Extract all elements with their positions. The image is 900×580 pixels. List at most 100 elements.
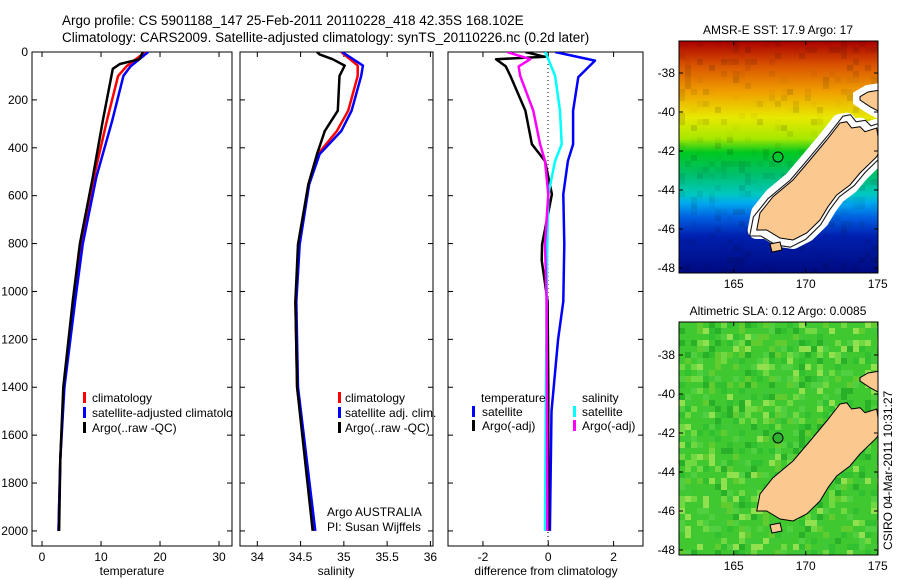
sst-cell: [793, 101, 799, 107]
sla-cell: [721, 478, 727, 484]
sla-cell: [703, 412, 709, 418]
sla-cell: [715, 352, 721, 358]
sla-cell: [853, 532, 859, 538]
sla-cell: [769, 532, 775, 538]
sla-cell: [739, 346, 745, 352]
x-tick-label: 36: [424, 550, 438, 564]
sst-cell: [769, 59, 775, 65]
sla-cell: [745, 526, 751, 532]
sst-cell: [691, 155, 697, 161]
sla-cell: [739, 538, 745, 544]
legend-label-climatology: climatology: [345, 391, 405, 405]
sla-cell: [781, 346, 787, 352]
sla-cell: [859, 454, 865, 460]
x-tick-label: 20: [153, 550, 167, 564]
sst-cell: [787, 131, 793, 137]
legend-swatch-temp-satellite: [472, 406, 475, 417]
sla-cell: [727, 394, 733, 400]
sla-cell: [811, 550, 817, 555]
sst-cell: [835, 215, 841, 221]
legend-header-temperature: temperature: [481, 391, 546, 405]
sst-cell: [805, 47, 811, 53]
sla-cell: [799, 358, 805, 364]
sst-cell: [787, 89, 793, 95]
sst-cell: [709, 173, 715, 179]
sla-cell: [859, 472, 865, 478]
sst-cell: [799, 149, 805, 155]
sla-cell: [805, 520, 811, 526]
sla-cell: [829, 328, 835, 334]
sla-cell: [751, 508, 757, 514]
sla-cell: [763, 520, 769, 526]
sla-cell: [853, 466, 859, 472]
sla-cell: [853, 358, 859, 364]
sla-cell: [739, 418, 745, 424]
sla-cell: [799, 388, 805, 394]
sla-cell: [793, 448, 799, 454]
sla-cell: [721, 322, 727, 328]
sla-cell: [697, 538, 703, 544]
sla-cell: [751, 382, 757, 388]
sst-cell: [739, 245, 745, 251]
sla-cell: [757, 406, 763, 412]
sst-cell: [727, 131, 733, 137]
sla-cell: [739, 550, 745, 555]
sla-cell: [859, 340, 865, 346]
sla-cell: [805, 364, 811, 370]
sla-cell: [709, 370, 715, 376]
lat-tick-label: -48: [658, 543, 676, 557]
sst-cell: [811, 131, 817, 137]
sst-cell: [835, 101, 841, 107]
new-zealand-land: [747, 83, 878, 253]
sla-cell: [853, 550, 859, 555]
sst-cell: [811, 71, 817, 77]
sla-cell: [811, 520, 817, 526]
sla-cell: [859, 358, 865, 364]
sla-cell: [691, 406, 697, 412]
sla-cell: [799, 340, 805, 346]
sla-cell: [739, 406, 745, 412]
sla-cell: [679, 478, 685, 484]
sst-cell: [727, 47, 733, 53]
lon-tick-label: 175: [868, 559, 888, 573]
sla-cell: [787, 358, 793, 364]
sla-cell: [787, 322, 793, 328]
sla-cell: [679, 454, 685, 460]
sla-cell: [811, 322, 817, 328]
sla-cell: [685, 532, 691, 538]
sst-cell: [829, 83, 835, 89]
sla-cell: [835, 376, 841, 382]
sla-cell: [847, 346, 853, 352]
sla-cell: [859, 520, 865, 526]
sst-cell: [853, 269, 859, 275]
sla-cell: [697, 466, 703, 472]
sst-cell: [853, 47, 859, 53]
sst-cell: [739, 161, 745, 167]
land-polygon: [769, 522, 783, 534]
sla-cell: [817, 370, 823, 376]
sla-cell: [787, 352, 793, 358]
depth-tick-label: 1200: [1, 332, 28, 346]
sst-cell: [715, 197, 721, 203]
sla-cell: [691, 550, 697, 555]
sla-cell: [841, 394, 847, 400]
sla-cell: [763, 334, 769, 340]
sla-cell: [859, 490, 865, 496]
sla-cell: [865, 526, 871, 532]
sla-cell: [721, 502, 727, 508]
sla-cell: [715, 544, 721, 550]
sst-cell: [721, 119, 727, 125]
sla-cell: [847, 526, 853, 532]
sla-cell: [727, 502, 733, 508]
sla-cell: [739, 412, 745, 418]
sla-cell: [739, 436, 745, 442]
sla-cell: [733, 358, 739, 364]
csiro-timestamp: CSIRO 04-Mar-2011 10:31:27: [881, 390, 895, 550]
sla-cell: [751, 538, 757, 544]
sst-cell: [679, 179, 685, 185]
sst-cell: [871, 203, 877, 209]
sla-cell: [715, 340, 721, 346]
sst-cell: [709, 59, 715, 65]
depth-axis-labels: 0 200 400 600 800 1000 1200 1400 1600 1800 2000: [1, 45, 28, 538]
sla-cell: [703, 454, 709, 460]
